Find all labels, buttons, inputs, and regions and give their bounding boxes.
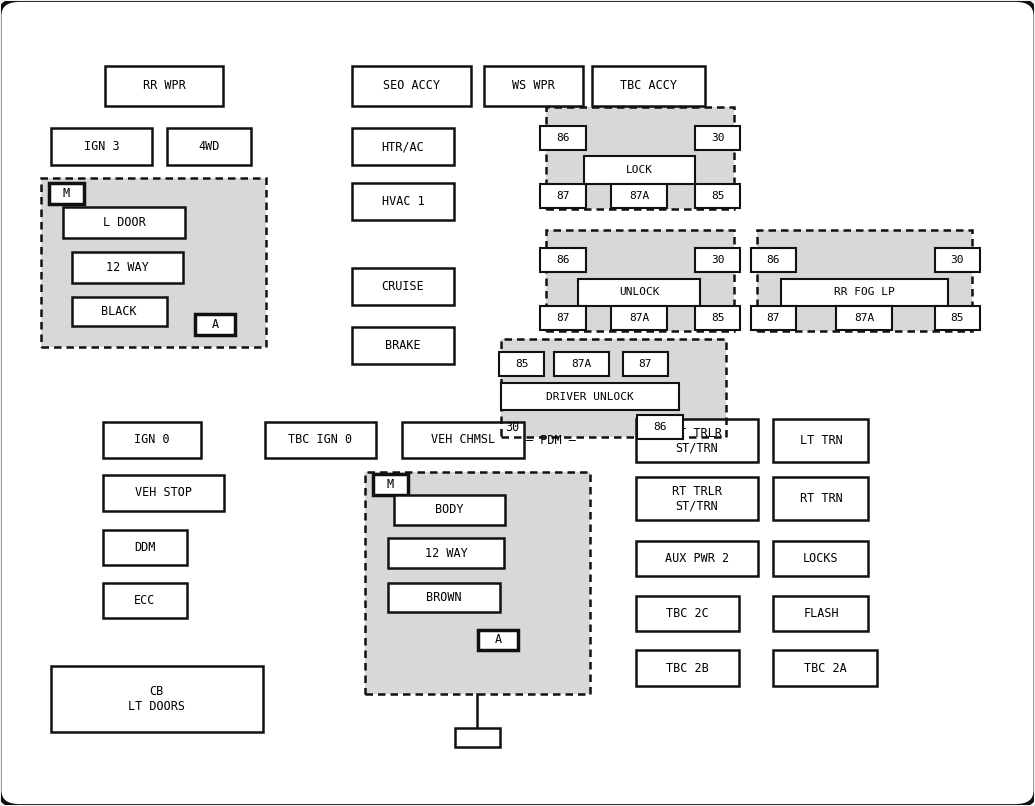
Text: CRUISE: CRUISE: [382, 280, 424, 293]
Text: 85: 85: [711, 313, 724, 323]
Bar: [637, 650, 739, 686]
Bar: [773, 650, 877, 686]
Bar: [546, 230, 734, 330]
Bar: [501, 383, 679, 410]
Bar: [364, 472, 590, 694]
Bar: [757, 230, 972, 330]
Bar: [352, 128, 453, 165]
Bar: [352, 327, 453, 364]
Text: UNLOCK: UNLOCK: [619, 287, 659, 297]
Bar: [388, 538, 504, 568]
Bar: [546, 107, 734, 209]
Bar: [501, 339, 726, 437]
Bar: [40, 178, 266, 347]
Text: 86: 86: [767, 255, 780, 265]
Text: M: M: [387, 478, 394, 491]
Text: TBC IGN 0: TBC IGN 0: [289, 434, 352, 447]
Bar: [540, 126, 586, 150]
Bar: [750, 305, 796, 330]
Bar: [478, 629, 518, 650]
Text: RT TRLR
ST/TRN: RT TRLR ST/TRN: [672, 484, 722, 513]
Bar: [579, 279, 701, 305]
Text: 86: 86: [556, 255, 569, 265]
Bar: [638, 415, 683, 439]
Bar: [637, 596, 739, 631]
Text: TBC ACCY: TBC ACCY: [620, 79, 677, 92]
Text: BRAKE: BRAKE: [385, 339, 421, 352]
Text: 87: 87: [639, 359, 652, 369]
Text: RT TRN: RT TRN: [800, 492, 842, 505]
Text: SEO ACCY: SEO ACCY: [383, 79, 440, 92]
Text: 85: 85: [950, 313, 964, 323]
Bar: [373, 474, 408, 495]
Text: VEH CHMSL: VEH CHMSL: [431, 434, 495, 447]
Text: – PDM –: – PDM –: [526, 434, 575, 447]
Bar: [388, 583, 500, 612]
Text: 30: 30: [711, 255, 724, 265]
Text: VEH STOP: VEH STOP: [135, 487, 191, 500]
Text: 85: 85: [514, 359, 529, 369]
Bar: [484, 65, 583, 106]
Bar: [935, 248, 980, 272]
Text: A: A: [495, 634, 501, 646]
Text: HVAC 1: HVAC 1: [382, 195, 424, 208]
Text: IGN 0: IGN 0: [134, 434, 170, 447]
Bar: [584, 156, 696, 184]
Text: FLASH: FLASH: [803, 607, 838, 620]
Text: RR WPR: RR WPR: [143, 79, 185, 92]
Bar: [352, 183, 453, 220]
Text: BODY: BODY: [435, 503, 464, 517]
Text: 86: 86: [653, 422, 667, 432]
Bar: [71, 252, 183, 283]
Bar: [696, 126, 740, 150]
Bar: [364, 472, 590, 694]
Bar: [51, 667, 263, 733]
Bar: [540, 248, 586, 272]
Bar: [637, 419, 758, 463]
Text: 12 WAY: 12 WAY: [425, 546, 468, 559]
Text: CB
LT DOORS: CB LT DOORS: [128, 685, 185, 713]
Bar: [540, 305, 586, 330]
Bar: [393, 495, 505, 525]
Bar: [773, 596, 868, 631]
Bar: [773, 477, 868, 520]
Bar: [546, 230, 734, 330]
Bar: [352, 65, 471, 106]
Text: 4WD: 4WD: [198, 140, 219, 153]
Text: 87: 87: [767, 313, 780, 323]
Bar: [499, 352, 544, 376]
Text: 87A: 87A: [629, 313, 649, 323]
Text: AUX PWR 2: AUX PWR 2: [666, 552, 730, 565]
Text: WS WPR: WS WPR: [512, 79, 555, 92]
Bar: [102, 476, 225, 511]
Bar: [501, 339, 726, 437]
Text: LT TRN: LT TRN: [800, 434, 842, 447]
Text: DDM: DDM: [135, 541, 155, 554]
Text: 12 WAY: 12 WAY: [106, 261, 149, 274]
Bar: [773, 419, 868, 463]
Text: L DOOR: L DOOR: [102, 216, 146, 229]
Bar: [49, 183, 84, 204]
Text: 30: 30: [711, 133, 724, 143]
Text: RR FOG LP: RR FOG LP: [834, 287, 894, 297]
Bar: [592, 65, 706, 106]
Bar: [105, 65, 224, 106]
Text: BROWN: BROWN: [426, 591, 462, 604]
Bar: [454, 728, 500, 747]
Bar: [780, 279, 948, 305]
Text: TBC 2C: TBC 2C: [667, 607, 709, 620]
Text: A: A: [211, 318, 218, 330]
Bar: [352, 268, 453, 305]
Bar: [196, 314, 235, 334]
Text: 87A: 87A: [571, 359, 592, 369]
Bar: [696, 305, 740, 330]
Text: 30: 30: [950, 255, 964, 265]
Bar: [167, 128, 252, 165]
Bar: [40, 178, 266, 347]
Text: 30: 30: [505, 421, 520, 434]
Bar: [612, 305, 668, 330]
Bar: [750, 248, 796, 272]
Text: LOCK: LOCK: [626, 165, 653, 175]
Text: TBC 2B: TBC 2B: [667, 662, 709, 675]
